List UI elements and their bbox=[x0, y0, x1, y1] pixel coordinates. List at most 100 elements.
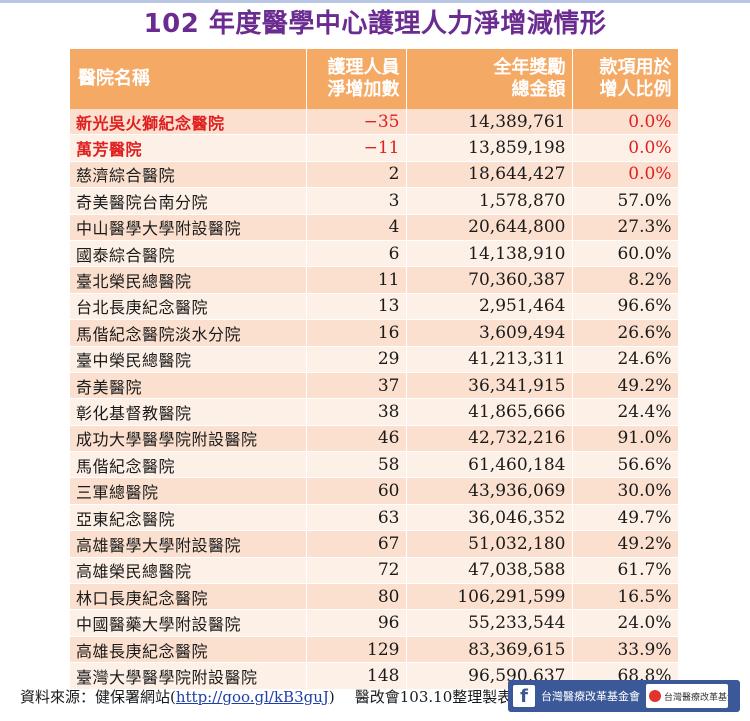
award-cell: 61,460,184 bbox=[406, 451, 573, 479]
award-cell: 83,369,615 bbox=[406, 636, 573, 664]
ratio-cell: 91.0% bbox=[572, 425, 679, 453]
ratio-cell: 60.0% bbox=[572, 240, 679, 268]
table-row: 彰化基督教醫院 38 41,865,666 24.4% bbox=[70, 398, 679, 426]
ratio-cell: 49.2% bbox=[572, 530, 679, 558]
table-row: 中國醫藥大學附設醫院 96 55,233,544 24.0% bbox=[70, 609, 679, 637]
award-cell: 70,360,387 bbox=[406, 266, 573, 294]
award-cell: 14,138,910 bbox=[406, 240, 573, 268]
award-cell: 36,341,915 bbox=[406, 372, 573, 400]
hospital-cell: 高雄醫學大學附設醫院 bbox=[70, 530, 307, 558]
table-row: 三軍總醫院 60 43,936,069 30.0% bbox=[70, 477, 679, 505]
ratio-cell: 24.4% bbox=[572, 398, 679, 426]
header-net-change: 護理人員 淨增加數 bbox=[306, 49, 407, 109]
foundation-logo: 台灣醫療改革基金會 bbox=[646, 684, 728, 708]
award-cell: 42,732,216 bbox=[406, 425, 573, 453]
source-suffix: ) bbox=[328, 688, 335, 706]
award-cell: 20,644,800 bbox=[406, 214, 573, 241]
award-cell: 47,038,588 bbox=[406, 557, 573, 585]
net-change-cell: 72 bbox=[306, 557, 407, 585]
table-row: 慈濟綜合醫院 2 18,644,427 0.0% bbox=[70, 161, 679, 189]
award-cell: 106,291,599 bbox=[406, 583, 573, 611]
ratio-cell: 57.0% bbox=[572, 187, 679, 215]
table-row: 奇美醫院 37 36,341,915 49.2% bbox=[70, 372, 679, 400]
ratio-cell: 27.3% bbox=[572, 214, 679, 241]
hospital-cell: 高雄長庚紀念醫院 bbox=[70, 636, 307, 664]
ratio-cell: 30.0% bbox=[572, 477, 679, 505]
facebook-icon: f bbox=[513, 685, 535, 707]
award-cell: 2,951,464 bbox=[406, 293, 573, 321]
header-net-change-line2: 淨增加數 bbox=[327, 79, 400, 100]
net-change-cell: −35 bbox=[306, 109, 407, 136]
net-change-cell: 37 bbox=[306, 372, 407, 400]
table-row: 林口長庚紀念醫院 80 106,291,599 16.5% bbox=[70, 583, 679, 611]
facebook-page-name: 台灣醫療改革基金會 bbox=[541, 690, 640, 703]
award-cell: 51,032,180 bbox=[406, 530, 573, 558]
ratio-cell: 49.2% bbox=[572, 372, 679, 400]
net-change-cell: 129 bbox=[306, 636, 407, 664]
hospital-cell: 國泰綜合醫院 bbox=[70, 240, 307, 268]
facebook-banner[interactable]: f 台灣醫療改革基金會 台灣醫療改革基金會 bbox=[508, 680, 740, 712]
hospital-cell: 臺中榮民總醫院 bbox=[70, 346, 307, 373]
net-change-cell: 16 bbox=[306, 319, 407, 347]
net-change-cell: 96 bbox=[306, 609, 407, 637]
hospital-cell: 馬偕紀念醫院淡水分院 bbox=[70, 319, 307, 347]
hospital-cell: 彰化基督教醫院 bbox=[70, 398, 307, 426]
award-cell: 18,644,427 bbox=[406, 161, 573, 189]
hospital-cell: 奇美醫院 bbox=[70, 372, 307, 400]
award-cell: 1,578,870 bbox=[406, 187, 573, 215]
award-cell: 14,389,761 bbox=[406, 109, 573, 136]
table-row: 中山醫學大學附設醫院 4 20,644,800 27.3% bbox=[70, 214, 679, 241]
ratio-cell: 56.6% bbox=[572, 451, 679, 479]
ratio-cell: 96.6% bbox=[572, 293, 679, 321]
net-change-cell: 38 bbox=[306, 398, 407, 426]
net-change-cell: 11 bbox=[306, 266, 407, 294]
header-hospital: 醫院名稱 bbox=[70, 49, 307, 109]
ratio-cell: 24.6% bbox=[572, 346, 679, 373]
hospital-cell: 中山醫學大學附設醫院 bbox=[70, 214, 307, 241]
net-change-cell: 80 bbox=[306, 583, 407, 611]
table-row: 馬偕紀念醫院淡水分院 16 3,609,494 26.6% bbox=[70, 319, 679, 347]
net-change-cell: 13 bbox=[306, 293, 407, 321]
source-prefix: 資料來源：健保署網站( bbox=[20, 688, 176, 706]
net-change-cell: −11 bbox=[306, 134, 407, 162]
net-change-cell: 29 bbox=[306, 346, 407, 373]
award-cell: 41,213,311 bbox=[406, 346, 573, 373]
table-row: 高雄長庚紀念醫院 129 83,369,615 33.9% bbox=[70, 636, 679, 664]
table-row: 亞東紀念醫院 63 36,046,352 49.7% bbox=[70, 504, 679, 532]
table-row: 萬芳醫院 −11 13,859,198 0.0% bbox=[70, 134, 679, 162]
hospital-cell: 林口長庚紀念醫院 bbox=[70, 583, 307, 611]
table-row: 新光吳火獅紀念醫院 −35 14,389,761 0.0% bbox=[70, 109, 679, 136]
table-row: 高雄榮民總醫院 72 47,038,588 61.7% bbox=[70, 557, 679, 585]
net-change-cell: 4 bbox=[306, 214, 407, 241]
hospital-cell: 成功大學醫學院附設醫院 bbox=[70, 425, 307, 453]
ratio-cell: 0.0% bbox=[572, 161, 679, 189]
ratio-cell: 33.9% bbox=[572, 636, 679, 664]
header-ratio: 款項用於 增人比例 bbox=[572, 49, 679, 109]
hospital-table: 醫院名稱 護理人員 淨增加數 全年獎勵 總金額 款項用於 增人比例 新光吳火獅紀… bbox=[70, 49, 679, 690]
hospital-cell: 三軍總醫院 bbox=[70, 477, 307, 505]
ratio-cell: 0.0% bbox=[572, 109, 679, 136]
award-cell: 36,046,352 bbox=[406, 504, 573, 532]
ratio-cell: 24.0% bbox=[572, 609, 679, 637]
net-change-cell: 63 bbox=[306, 504, 407, 532]
ratio-cell: 8.2% bbox=[572, 266, 679, 294]
hospital-cell: 中國醫藥大學附設醫院 bbox=[70, 609, 307, 637]
hospital-cell: 萬芳醫院 bbox=[70, 134, 307, 162]
ratio-cell: 49.7% bbox=[572, 504, 679, 532]
table-row: 臺中榮民總醫院 29 41,213,311 24.6% bbox=[70, 346, 679, 373]
net-change-cell: 6 bbox=[306, 240, 407, 268]
ratio-cell: 26.6% bbox=[572, 319, 679, 347]
hospital-cell: 慈濟綜合醫院 bbox=[70, 161, 307, 189]
hospital-cell: 奇美醫院台南分院 bbox=[70, 187, 307, 215]
header-net-change-line1: 護理人員 bbox=[327, 57, 400, 78]
source-link[interactable]: http://goo.gl/kB3guJ bbox=[175, 688, 329, 706]
foundation-logo-text: 台灣醫療改革基金會 bbox=[664, 692, 728, 703]
table-row: 台北長庚紀念醫院 13 2,951,464 96.6% bbox=[70, 293, 679, 321]
table-row: 國泰綜合醫院 6 14,138,910 60.0% bbox=[70, 240, 679, 268]
top-border bbox=[0, 0, 750, 3]
net-change-cell: 46 bbox=[306, 425, 407, 453]
hospital-cell: 台北長庚紀念醫院 bbox=[70, 293, 307, 321]
ratio-cell: 16.5% bbox=[572, 583, 679, 611]
hospital-cell: 新光吳火獅紀念醫院 bbox=[70, 109, 307, 136]
award-cell: 41,865,666 bbox=[406, 398, 573, 426]
